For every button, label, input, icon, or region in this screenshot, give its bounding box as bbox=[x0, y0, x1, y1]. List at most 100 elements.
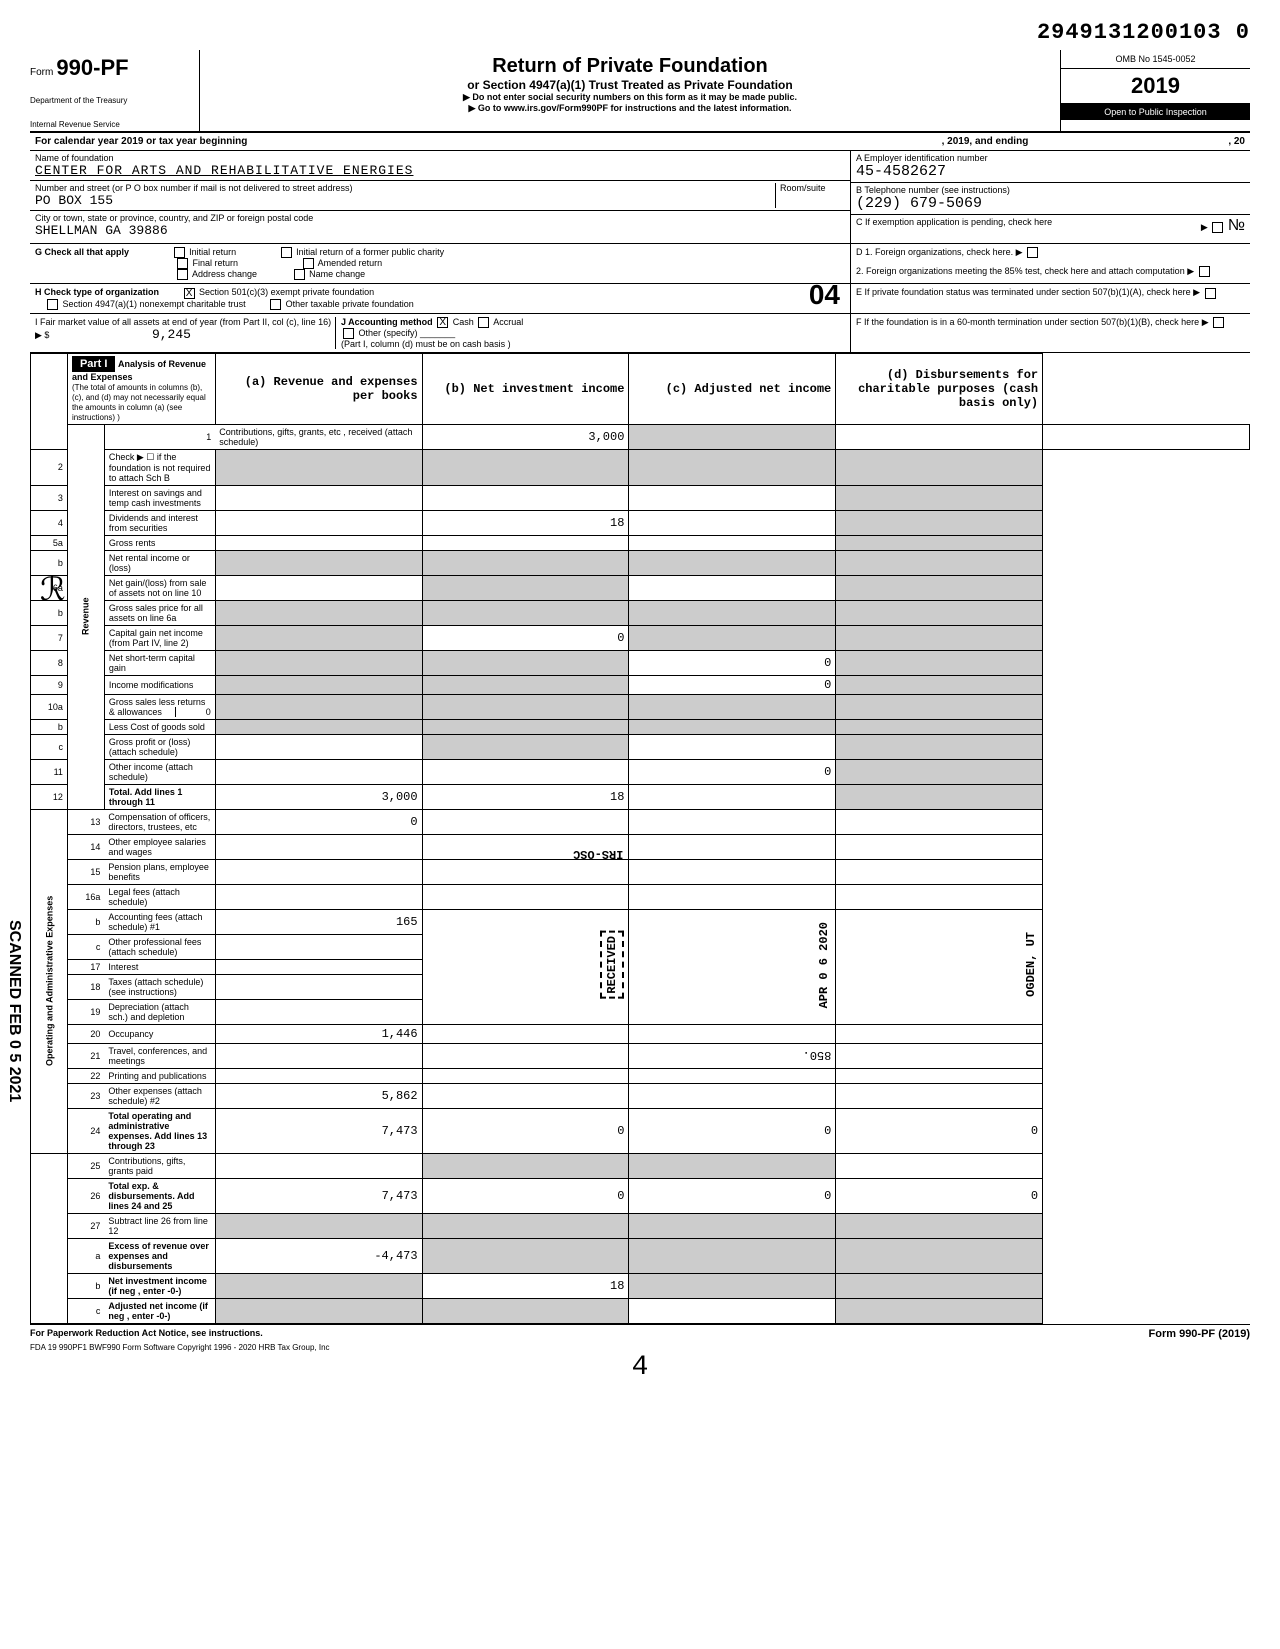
street-label: Number and street (or P O box number if … bbox=[35, 183, 775, 193]
j-accrual-checkbox[interactable] bbox=[478, 317, 489, 328]
line-desc: Less Cost of goods sold bbox=[104, 719, 215, 734]
r7-b: 0 bbox=[422, 625, 629, 650]
j-cash-checkbox[interactable]: X bbox=[437, 317, 448, 328]
line-num: 11 bbox=[31, 759, 68, 784]
g-initial: Initial return bbox=[189, 247, 236, 257]
j-other-checkbox[interactable] bbox=[343, 328, 354, 339]
line-desc: Pension plans, employee benefits bbox=[104, 859, 215, 884]
r24-a: 7,473 bbox=[215, 1108, 422, 1153]
f-box: F If the foundation is in a 60-month ter… bbox=[850, 314, 1250, 352]
line-desc: Occupancy bbox=[104, 1024, 215, 1043]
col-d-header: (d) Disbursements for charitable purpose… bbox=[836, 353, 1043, 424]
part1-table: Part I Analysis of Revenue and Expenses … bbox=[30, 353, 1250, 1324]
line-desc: Net rental income or (loss) bbox=[104, 550, 215, 575]
line-desc: Capital gain net income (from Part IV, l… bbox=[104, 625, 215, 650]
public-inspection: Open to Public Inspection bbox=[1061, 104, 1250, 120]
line-num: a bbox=[67, 1238, 104, 1273]
line-desc: Legal fees (attach schedule) bbox=[104, 884, 215, 909]
r16b-a: 165 bbox=[215, 909, 422, 934]
r27b-b: 18 bbox=[422, 1273, 629, 1298]
h-501c3-checkbox[interactable]: X bbox=[184, 288, 195, 299]
f-checkbox[interactable] bbox=[1213, 317, 1224, 328]
line-desc: Compensation of officers, directors, tru… bbox=[104, 809, 215, 834]
i-value: 9,245 bbox=[152, 327, 191, 342]
i-j-f-row: I Fair market value of all assets at end… bbox=[30, 314, 1250, 353]
r26-c: 0 bbox=[629, 1178, 836, 1213]
line-num: c bbox=[67, 1298, 104, 1323]
form-ref: Form 990-PF (2019) bbox=[1149, 1328, 1250, 1340]
irs-stamp: IRS-OSC bbox=[573, 847, 623, 861]
dept-irs: Internal Revenue Service bbox=[30, 120, 189, 129]
g-addr: Address change bbox=[192, 269, 257, 279]
g-d-row: G Check all that apply Initial return In… bbox=[30, 244, 1250, 284]
g-name: Name change bbox=[309, 269, 365, 279]
revenue-side-label: Revenue bbox=[67, 424, 104, 809]
dept-treasury: Department of the Treasury bbox=[30, 96, 189, 105]
c-row: C If exemption application is pending, c… bbox=[851, 215, 1250, 243]
line-num: 16a bbox=[67, 884, 104, 909]
h-4947-checkbox[interactable] bbox=[47, 299, 58, 310]
form-header: Form 990-PF Department of the Treasury I… bbox=[30, 50, 1250, 133]
r12-b: 18 bbox=[422, 784, 629, 809]
handwritten-4: 4 bbox=[30, 1352, 1250, 1383]
street-row: Number and street (or P O box number if … bbox=[30, 181, 850, 211]
form-prefix: Form bbox=[30, 67, 53, 78]
c-checkbox[interactable] bbox=[1212, 222, 1223, 233]
line-num: 3 bbox=[31, 485, 68, 510]
form-subtitle: or Section 4947(a)(1) Trust Treated as P… bbox=[205, 78, 1055, 92]
line-desc: Dividends and interest from securities bbox=[104, 510, 215, 535]
line-num: 4 bbox=[31, 510, 68, 535]
line-desc: Gross sales price for all assets on line… bbox=[104, 600, 215, 625]
e-checkbox[interactable] bbox=[1205, 288, 1216, 299]
g-former-checkbox[interactable] bbox=[281, 247, 292, 258]
form-title: Return of Private Foundation bbox=[205, 55, 1055, 78]
line-num: 5a bbox=[31, 535, 68, 550]
d2-checkbox[interactable] bbox=[1199, 266, 1210, 277]
g-initial-checkbox[interactable] bbox=[174, 247, 185, 258]
date-stamp: APR 0 6 2020 bbox=[817, 922, 831, 1008]
line-desc: Taxes (attach schedule) (see instruction… bbox=[104, 974, 215, 999]
line-desc: Gross rents bbox=[104, 535, 215, 550]
d1-checkbox[interactable] bbox=[1027, 247, 1038, 258]
line-num: 12 bbox=[31, 784, 68, 809]
line-num: 8 bbox=[31, 650, 68, 675]
line-desc: Travel, conferences, and meetings bbox=[104, 1043, 215, 1068]
calendar-year-row: For calendar year 2019 or tax year begin… bbox=[30, 133, 1250, 151]
line-num: c bbox=[67, 934, 104, 959]
received-stamp: RECEIVED bbox=[600, 931, 624, 999]
name-row: Name of foundation CENTER FOR ARTS AND R… bbox=[30, 151, 850, 181]
line-desc: Other employee salaries and wages bbox=[104, 834, 215, 859]
r9-c: 0 bbox=[629, 675, 836, 694]
r4-b: 18 bbox=[422, 510, 629, 535]
line-desc: Other income (attach schedule) bbox=[104, 759, 215, 784]
d-box: D 1. Foreign organizations, check here. … bbox=[850, 244, 1250, 283]
name-label: Name of foundation bbox=[35, 153, 845, 163]
r24-d: 0 bbox=[836, 1108, 1043, 1153]
g-amended-checkbox[interactable] bbox=[303, 258, 314, 269]
phone-label: B Telephone number (see instructions) bbox=[856, 185, 1245, 195]
line-desc: Total operating and administrative expen… bbox=[104, 1108, 215, 1153]
line-num: 9 bbox=[31, 675, 68, 694]
g-addr-checkbox[interactable] bbox=[177, 269, 188, 280]
e-box: E If private foundation status was termi… bbox=[850, 284, 1250, 312]
line-num: 15 bbox=[67, 859, 104, 884]
no-mark: № bbox=[1228, 217, 1245, 234]
h-label: H Check type of organization bbox=[35, 287, 159, 297]
line-desc: Net investment income (if neg , enter -0… bbox=[104, 1273, 215, 1298]
initial-mark: ℛ bbox=[40, 570, 66, 608]
g-name-checkbox[interactable] bbox=[294, 269, 305, 280]
line-num: 25 bbox=[67, 1153, 104, 1178]
line-desc: Gross profit or (loss) (attach schedule) bbox=[104, 734, 215, 759]
phone-value: (229) 679-5069 bbox=[856, 195, 1245, 212]
r26-a: 7,473 bbox=[215, 1178, 422, 1213]
line-desc: Accounting fees (attach schedule) #1 bbox=[104, 909, 215, 934]
g-box: G Check all that apply Initial return In… bbox=[30, 244, 850, 283]
g-final-checkbox[interactable] bbox=[177, 258, 188, 269]
entity-block: Name of foundation CENTER FOR ARTS AND R… bbox=[30, 151, 1250, 244]
h-other-checkbox[interactable] bbox=[270, 299, 281, 310]
h-501c3: Section 501(c)(3) exempt private foundat… bbox=[199, 287, 374, 297]
f-label: F If the foundation is in a 60-month ter… bbox=[856, 317, 1199, 327]
line-desc: Gross sales less returns & allowances 0 bbox=[104, 694, 215, 719]
footer-row: For Paperwork Reduction Act Notice, see … bbox=[30, 1324, 1250, 1340]
g-former: Initial return of a former public charit… bbox=[296, 247, 444, 257]
